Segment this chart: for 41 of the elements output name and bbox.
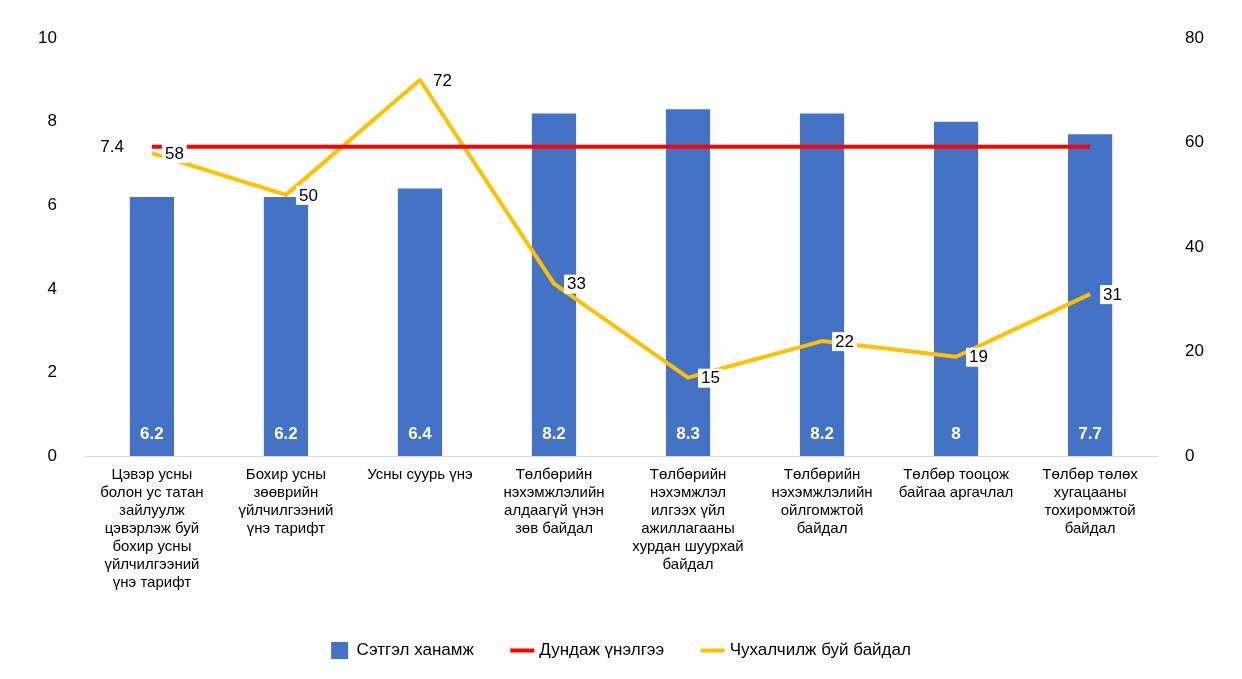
data-label: 19 bbox=[969, 347, 988, 367]
bar bbox=[397, 188, 443, 456]
x-tick-label: Төлбөрийн нэхэмжлэлийн ойлгомжтой байдал bbox=[771, 465, 873, 537]
data-label: 8.3 bbox=[676, 423, 700, 443]
y2-tick-label: 80 bbox=[1185, 27, 1205, 47]
y-tick-label: 6 bbox=[47, 195, 57, 215]
y2-tick-label: 0 bbox=[1185, 445, 1195, 465]
data-label: 31 bbox=[1103, 284, 1122, 304]
data-label: 6.2 bbox=[274, 423, 298, 443]
x-tick-label: Усны суурь үнэ bbox=[367, 465, 473, 483]
x-tick-label: Төлбөрийн нэхэмжлэл илгээх үйл ажиллагааны хурдан шуурхай байдал bbox=[632, 465, 744, 573]
data-label: 8.2 bbox=[810, 423, 834, 443]
data-label: 72 bbox=[432, 70, 452, 90]
y-tick-label: 0 bbox=[47, 445, 57, 465]
data-label: 15 bbox=[701, 368, 720, 388]
y2-tick-label: 40 bbox=[1185, 236, 1205, 256]
bar bbox=[129, 196, 175, 456]
data-label: 8.2 bbox=[542, 423, 566, 443]
x-tick-label: Бохир усны зөөврийн үйлчилгээний үнэ тарифт bbox=[238, 465, 334, 537]
y-tick-label: 2 bbox=[47, 362, 57, 382]
data-label: 22 bbox=[835, 331, 854, 351]
data-label: 50 bbox=[298, 185, 318, 205]
data-label: 6.4 bbox=[408, 423, 433, 443]
y-tick-label: 10 bbox=[37, 27, 57, 47]
data-label: 7.7 bbox=[1078, 423, 1102, 443]
x-tick-label: Төлбөр төлөх хугацааны тохиромжтой байдал bbox=[1042, 465, 1139, 537]
x-tick-label: Төлбөрийн нэхэмжлэлийн алдаагүй үнэн зөв байдал bbox=[503, 465, 605, 537]
data-label: 8 bbox=[951, 423, 961, 443]
legend-label: Чухалчилж буй байдал bbox=[729, 640, 911, 660]
y-tick-label: 8 bbox=[47, 111, 57, 131]
x-tick-label: Цэвэр усны болон ус татан зайлуулж цэвэрлэж буй бохир усны үйлчилгээний үнэ тарифт bbox=[100, 465, 204, 591]
data-label: 7.4 bbox=[100, 136, 124, 156]
legend-label: Сэтгэл ханамж bbox=[356, 640, 475, 660]
y-tick-label: 4 bbox=[47, 278, 57, 298]
data-label: 6.2 bbox=[140, 423, 164, 443]
legend-label: Дундаж үнэлгээ bbox=[539, 640, 665, 660]
data-label: 33 bbox=[566, 274, 586, 294]
y2-tick-label: 60 bbox=[1185, 132, 1205, 152]
x-tick-label: Төлбөр тооцож байгаа аргачлал bbox=[898, 465, 1014, 501]
data-label: 58 bbox=[164, 143, 184, 163]
y2-tick-label: 20 bbox=[1185, 341, 1205, 361]
